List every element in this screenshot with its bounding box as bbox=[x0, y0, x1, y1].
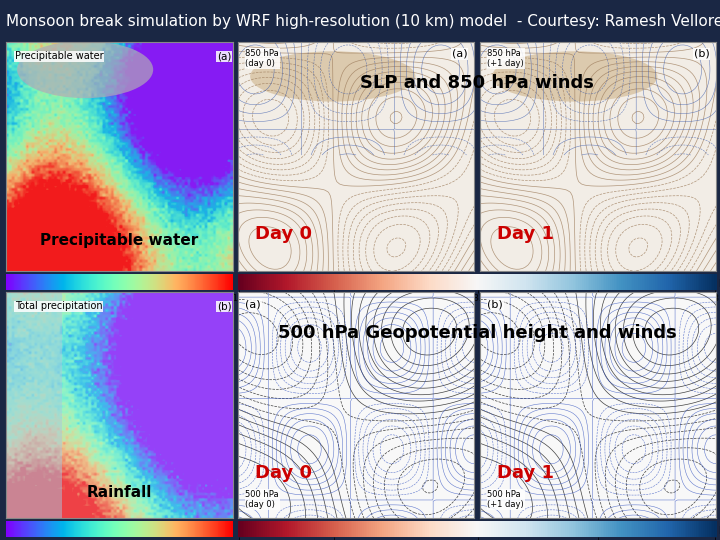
Text: (b): (b) bbox=[217, 301, 231, 312]
Ellipse shape bbox=[492, 51, 657, 102]
Text: μb s⁻¹: μb s⁻¹ bbox=[719, 276, 720, 287]
Text: Monsoon break simulation by WRF high-resolution (10 km) model  - Courtesy: Rames: Monsoon break simulation by WRF high-res… bbox=[6, 14, 720, 29]
Text: Total precipitation: Total precipitation bbox=[15, 301, 102, 312]
Text: 500 hPa Geopotential height and winds: 500 hPa Geopotential height and winds bbox=[278, 324, 677, 342]
Text: (a): (a) bbox=[217, 51, 231, 61]
Text: 850 hPa
(day 0): 850 hPa (day 0) bbox=[246, 49, 279, 69]
Text: Day 1: Day 1 bbox=[497, 225, 554, 244]
Text: Day 1: Day 1 bbox=[497, 464, 554, 482]
Bar bbox=[6, 293, 63, 518]
Text: Day 0: Day 0 bbox=[255, 225, 312, 244]
Text: Day 0: Day 0 bbox=[255, 464, 312, 482]
Text: (a): (a) bbox=[246, 299, 261, 309]
Text: (b): (b) bbox=[487, 299, 503, 309]
Text: (b): (b) bbox=[693, 49, 709, 59]
Ellipse shape bbox=[250, 51, 415, 102]
Text: 500 hPa
(+1 day): 500 hPa (+1 day) bbox=[487, 490, 524, 509]
Text: μb s⁻¹: μb s⁻¹ bbox=[719, 524, 720, 534]
Text: Rainfall: Rainfall bbox=[86, 485, 152, 501]
Text: Precipitable water: Precipitable water bbox=[40, 233, 198, 248]
Text: 850 hPa
(+1 day): 850 hPa (+1 day) bbox=[487, 49, 524, 69]
Text: 500 hPa
(day 0): 500 hPa (day 0) bbox=[246, 490, 279, 509]
Text: (a): (a) bbox=[451, 49, 467, 59]
Text: Precipitable water: Precipitable water bbox=[15, 51, 104, 61]
Ellipse shape bbox=[17, 41, 153, 98]
Text: SLP and 850 hPa winds: SLP and 850 hPa winds bbox=[361, 75, 594, 92]
